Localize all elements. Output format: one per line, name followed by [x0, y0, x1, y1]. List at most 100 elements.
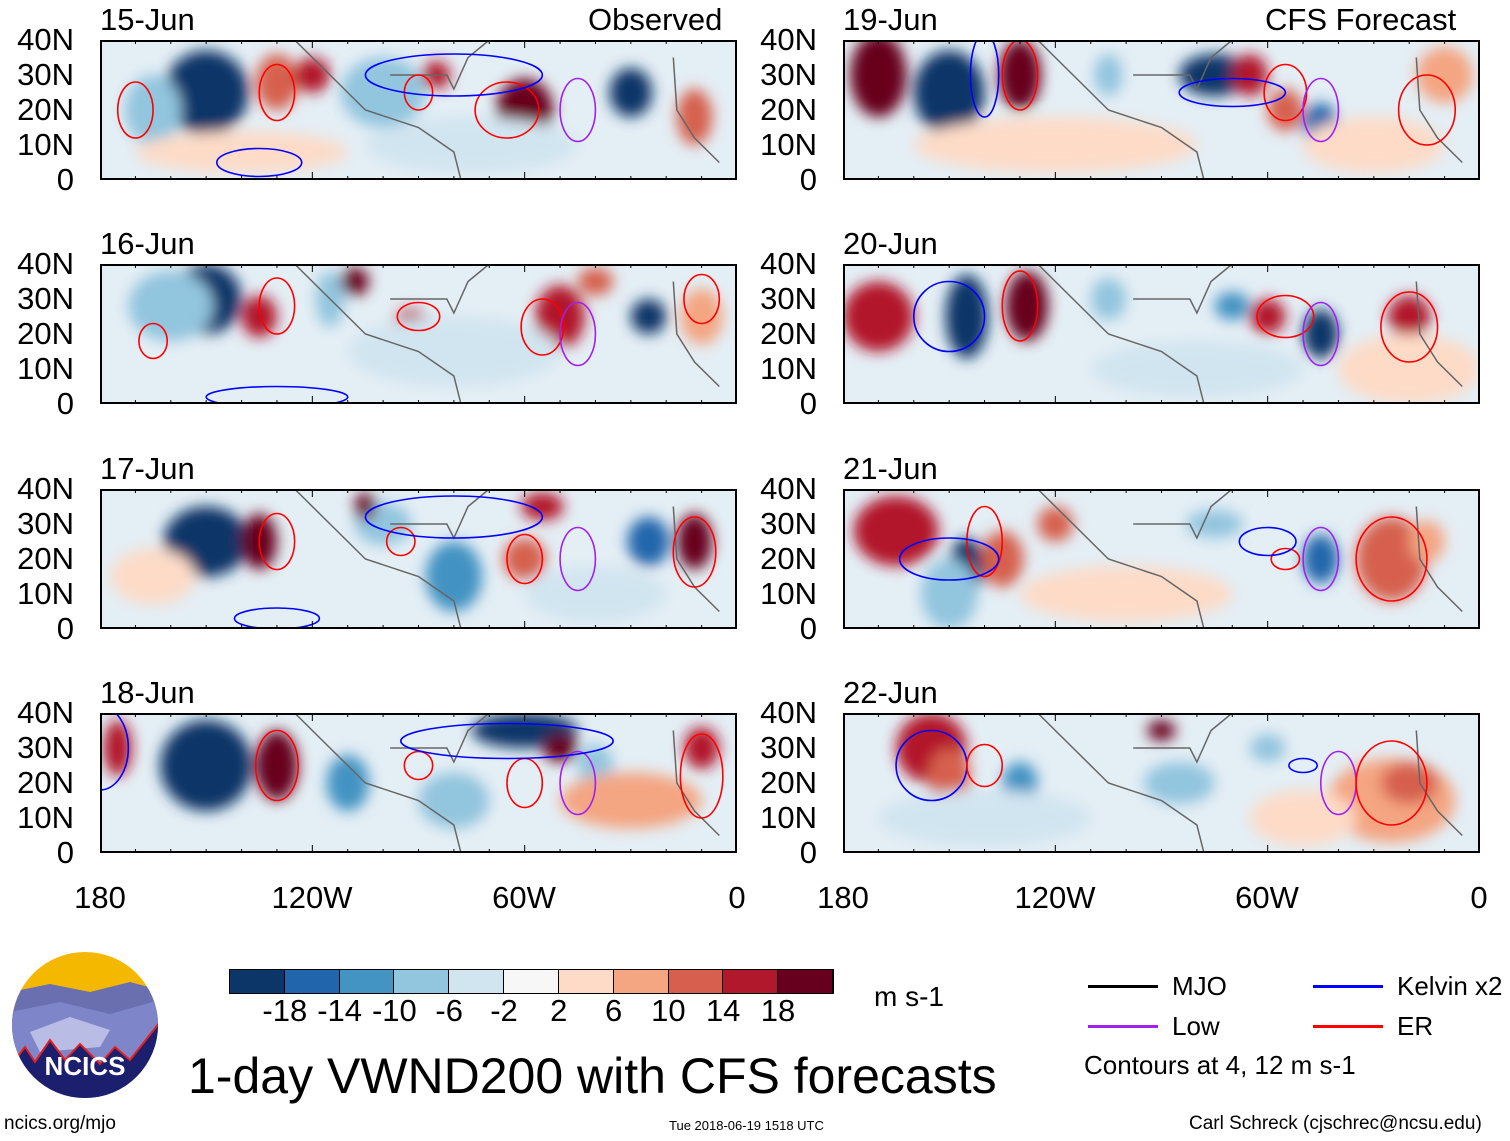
- lat-label: 40N: [17, 22, 74, 57]
- wave-contour: [215, 147, 303, 178]
- wind-anomaly: [354, 492, 377, 521]
- wind-anomaly: [1249, 734, 1286, 762]
- wave-contour: [233, 607, 321, 629]
- wind-anomaly: [365, 117, 578, 173]
- wind-anomaly: [630, 299, 667, 334]
- wind-anomaly: [676, 89, 713, 145]
- wave-contour: [254, 729, 299, 802]
- colorbar-tick: 18: [760, 993, 796, 1028]
- wind-anomaly: [1094, 54, 1123, 96]
- wave-contour: [100, 713, 130, 791]
- wave-contour: [966, 505, 1004, 578]
- panel-date: 17-Jun: [100, 451, 195, 486]
- lat-label: 10N: [760, 351, 817, 386]
- wind-anomaly: [843, 281, 914, 352]
- logo-text: NCICS: [45, 1051, 126, 1081]
- lat-label: 20N: [760, 541, 817, 576]
- wave-contour: [1270, 547, 1301, 571]
- coastline: [294, 264, 720, 404]
- lat-label: 0: [56, 835, 74, 870]
- wind-anomaly: [878, 790, 1091, 846]
- lat-label: 0: [56, 611, 74, 646]
- coastline: [1037, 40, 1463, 180]
- wind-anomaly: [255, 730, 299, 801]
- lat-label: 20N: [17, 316, 74, 351]
- wind-anomaly: [913, 117, 1197, 173]
- lat-label: 0: [56, 162, 74, 197]
- lat-label: 40N: [17, 246, 74, 281]
- wave-contour: [559, 301, 597, 367]
- wave-contour: [1302, 526, 1340, 592]
- panel-date: 21-Jun: [843, 451, 938, 486]
- wave-contour: [116, 81, 154, 139]
- colorbar-tick: -2: [490, 993, 518, 1028]
- colorbar-swatch: [504, 970, 559, 993]
- wind-anomaly: [241, 295, 277, 338]
- wind-anomaly: [945, 274, 989, 359]
- wind-anomaly: [927, 748, 971, 804]
- lon-label: 180: [817, 880, 869, 915]
- lat-label: 40N: [17, 695, 74, 730]
- panel-date: 22-Jun: [843, 675, 938, 710]
- wind-anomaly: [340, 267, 369, 296]
- lat-label: 40N: [760, 471, 817, 506]
- wind-anomaly: [1338, 334, 1480, 404]
- wind-anomaly: [160, 720, 253, 811]
- lat-label: 30N: [17, 281, 74, 316]
- legend-label: Low: [1172, 1011, 1220, 1041]
- wind-anomaly: [103, 720, 132, 776]
- wave-contour: [672, 516, 717, 588]
- colorbar-swatch: [558, 970, 614, 993]
- wave-contour: [364, 53, 544, 97]
- lat-label: 30N: [17, 57, 74, 92]
- wind-anomaly: [110, 548, 196, 605]
- colorbar-swatch: [613, 970, 669, 993]
- colorbar-tick: 6: [604, 993, 623, 1028]
- wind-anomaly: [1249, 299, 1286, 334]
- legend-line: [1313, 985, 1383, 988]
- panel-date: 15-Jun: [100, 2, 195, 37]
- lat-label: 30N: [17, 730, 74, 765]
- wind-anomaly: [1380, 762, 1438, 804]
- map-panel: [843, 489, 1480, 629]
- wave-contour: [1355, 740, 1428, 826]
- panel-date: 18-Jun: [100, 675, 195, 710]
- map-panel: [100, 489, 737, 629]
- lat-label: 20N: [760, 316, 817, 351]
- footer-author: Carl Schreck (cjschrec@ncsu.edu): [1189, 1113, 1482, 1134]
- wind-anomaly: [503, 538, 546, 580]
- wave-contour: [559, 526, 597, 592]
- coastline: [294, 40, 720, 180]
- lat-label: 20N: [760, 765, 817, 800]
- lat-label: 40N: [760, 22, 817, 57]
- wave-contour: [1178, 77, 1287, 108]
- wind-anomaly: [577, 267, 614, 296]
- lat-label: 10N: [17, 351, 74, 386]
- map-panel: [843, 713, 1480, 853]
- colorbar-swatch: [394, 970, 450, 993]
- wave-contour: [559, 750, 597, 816]
- wave-contour: [258, 512, 296, 571]
- wave-contour: [364, 495, 544, 539]
- wave-contour: [1397, 74, 1457, 146]
- colorbar-tick: -14: [317, 993, 362, 1028]
- wind-anomaly: [425, 541, 483, 612]
- colorbar-swatch: [668, 970, 724, 993]
- panel-date: 16-Jun: [100, 226, 195, 261]
- colorbar-tick: 2: [550, 993, 568, 1028]
- map-panel: [100, 40, 737, 180]
- wave-contour: [969, 40, 1000, 118]
- wind-anomaly: [1147, 720, 1176, 741]
- lat-label: 0: [56, 386, 74, 421]
- wave-contour: [258, 277, 296, 335]
- colorbar: [229, 969, 834, 994]
- wind-anomaly: [535, 285, 585, 348]
- wave-contour: [1256, 294, 1315, 339]
- lat-label: 0: [799, 835, 817, 870]
- wave-contour: [258, 63, 296, 122]
- wave-contour: [966, 743, 1004, 788]
- footer-url[interactable]: ncics.org/mjo: [4, 1113, 116, 1134]
- lat-label: 10N: [760, 127, 817, 162]
- forecast-title: CFS Forecast: [1265, 2, 1457, 37]
